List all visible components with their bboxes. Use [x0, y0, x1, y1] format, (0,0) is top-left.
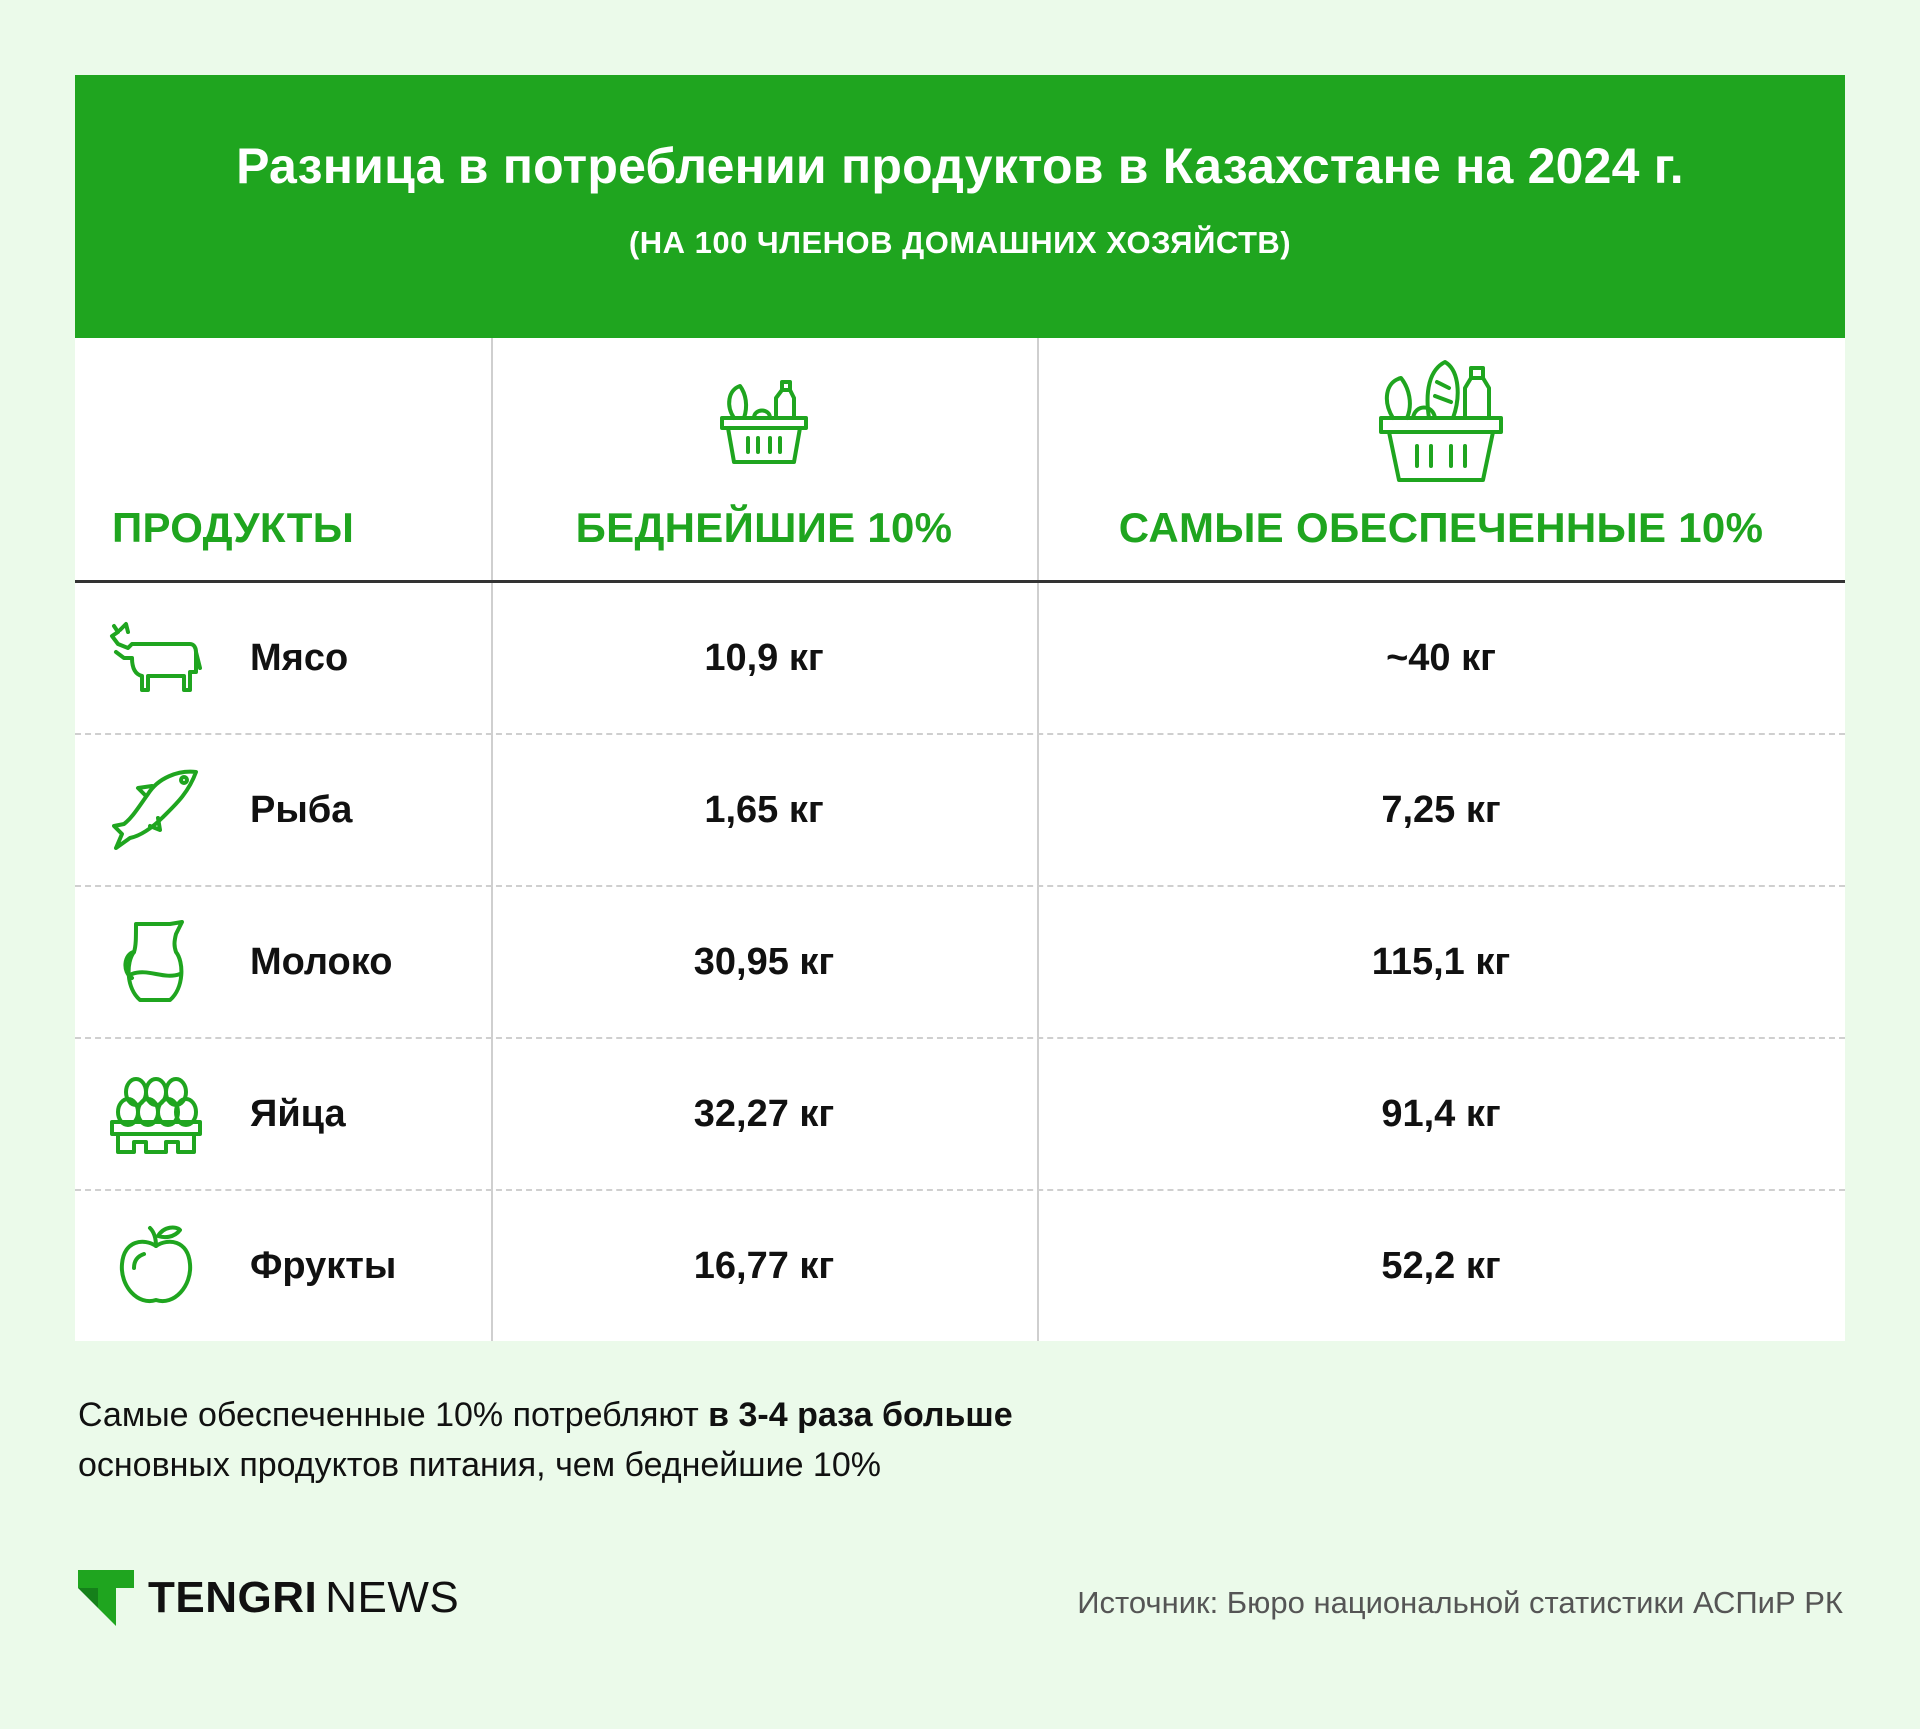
- cow-icon: [110, 622, 202, 692]
- small-basket-icon: [720, 380, 808, 464]
- table-row: Молоко 30,95 кг 115,1 кг: [75, 887, 1845, 1039]
- table-row: Яйца 32,27 кг 91,4 кг: [75, 1039, 1845, 1191]
- header-poorest: БЕДНЕЙШИЕ 10%: [491, 338, 1037, 580]
- apple-icon: [119, 1225, 193, 1304]
- value-poorest: 10,9 кг: [704, 636, 824, 679]
- footnote-emphasis: в 3-4 раза больше: [708, 1396, 1013, 1434]
- consumption-table: ПРОДУКТЫ БЕДНЕЙШИЕ 10%: [75, 338, 1845, 1341]
- product-name: Фрукты: [250, 1244, 397, 1287]
- infographic-card: Разница в потреблении продуктов в Казахс…: [75, 75, 1845, 1341]
- table-row: Рыба 1,65 кг 7,25 кг: [75, 735, 1845, 887]
- value-richest: 115,1 кг: [1371, 940, 1511, 983]
- column-header-richest: САМЫЕ ОБЕСПЕЧЕННЫЕ 10%: [1118, 504, 1764, 551]
- header-products: ПРОДУКТЫ: [75, 338, 491, 580]
- table-row: Фрукты 16,77 кг 52,2 кг: [75, 1191, 1845, 1341]
- footnote-text: Самые обеспеченные 10% потребляют: [78, 1396, 709, 1434]
- large-basket-icon: [1379, 360, 1503, 482]
- tengri-news-logo: TENGRI NEWS: [78, 1570, 459, 1626]
- value-richest: ~40 кг: [1386, 636, 1496, 679]
- value-richest: 7,25 кг: [1381, 788, 1501, 831]
- column-divider: [1037, 338, 1039, 1341]
- chart-title: Разница в потреблении продуктов в Казахс…: [236, 138, 1684, 194]
- fish-icon: [112, 769, 198, 850]
- value-poorest: 30,95 кг: [693, 940, 835, 983]
- product-name: Мясо: [250, 636, 349, 679]
- header-richest: САМЫЕ ОБЕСПЕЧЕННЫЕ 10%: [1037, 338, 1845, 580]
- product-name: Яйца: [250, 1092, 346, 1135]
- source-text: Источник: Бюро национальной статистики А…: [1077, 1585, 1843, 1620]
- value-richest: 91,4 кг: [1381, 1092, 1501, 1135]
- value-poorest: 1,65 кг: [704, 788, 824, 831]
- column-header-products: ПРОДУКТЫ: [112, 504, 355, 551]
- value-poorest: 32,27 кг: [693, 1092, 835, 1135]
- eggs-icon: [110, 1077, 202, 1154]
- value-poorest: 16,77 кг: [693, 1244, 835, 1287]
- column-divider: [491, 338, 493, 1341]
- product-name: Молоко: [250, 940, 393, 983]
- chart-subtitle: (НА 100 ЧЛЕНОВ ДОМАШНИХ ХОЗЯЙСТВ): [628, 225, 1292, 260]
- footnote: Самые обеспеченные 10% потребляют в 3-4 …: [78, 1390, 1013, 1490]
- column-header-poorest: БЕДНЕЙШИЕ 10%: [575, 504, 953, 551]
- table-row: Мясо 10,9 кг ~40 кг: [75, 583, 1845, 735]
- value-richest: 52,2 кг: [1381, 1244, 1501, 1287]
- footnote-text-line2: основных продуктов питания, чем беднейши…: [78, 1446, 881, 1484]
- header: Разница в потреблении продуктов в Казахс…: [75, 75, 1845, 338]
- milk-jug-icon: [123, 920, 184, 1002]
- table-header: ПРОДУКТЫ БЕДНЕЙШИЕ 10%: [75, 338, 1845, 583]
- product-name: Рыба: [250, 788, 353, 831]
- logo-text: TENGRI NEWS: [148, 1573, 460, 1622]
- tengri-logo-icon: [78, 1570, 134, 1626]
